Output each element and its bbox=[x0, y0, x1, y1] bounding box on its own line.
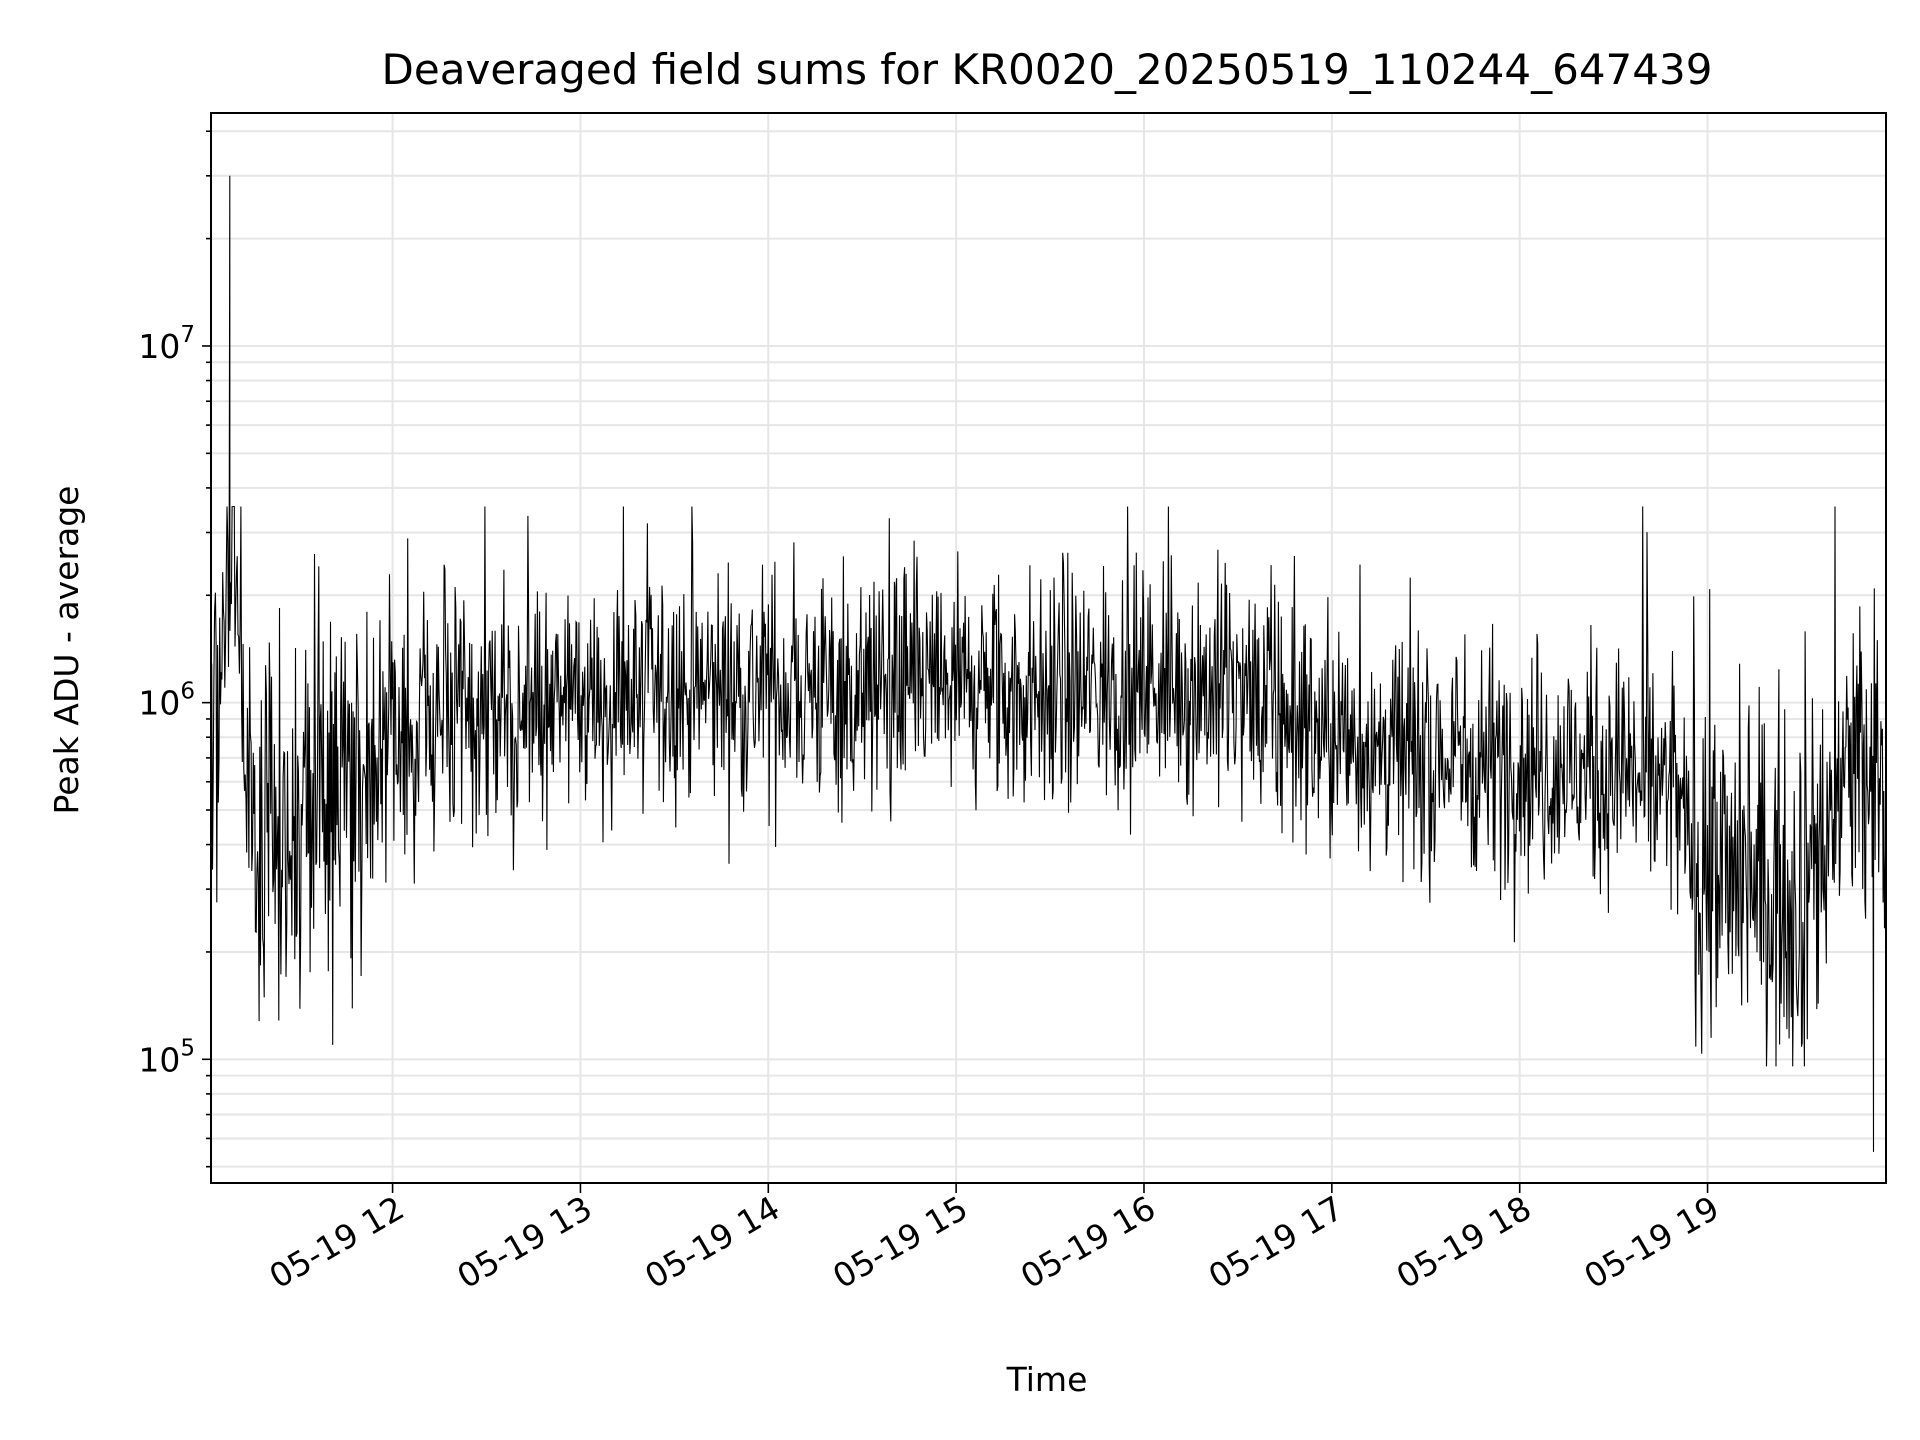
y-tick-label: 105 bbox=[138, 1035, 195, 1079]
y-axis: 105 106 107 bbox=[138, 130, 211, 1168]
y-tick-label: 107 bbox=[138, 322, 195, 366]
grid bbox=[211, 113, 1886, 1183]
x-tick-label: 05-19 12 bbox=[263, 1188, 411, 1296]
x-axis: 05-19 12 05-19 13 05-19 14 05-19 15 05-19 16… bbox=[263, 1183, 1726, 1296]
chart-title: Deaveraged field sums for KR0020_2025051… bbox=[382, 45, 1713, 94]
axes-frame bbox=[210, 112, 1887, 1184]
x-tick-label: 05-19 16 bbox=[1014, 1188, 1162, 1296]
x-tick-label: 05-19 15 bbox=[826, 1188, 974, 1296]
x-tick-label: 05-19 18 bbox=[1390, 1188, 1538, 1296]
y-tick-label: 106 bbox=[138, 679, 195, 723]
x-tick-label: 05-19 19 bbox=[1578, 1188, 1726, 1296]
x-tick-label: 05-19 14 bbox=[638, 1188, 786, 1296]
y-axis-label: Peak ADU - average bbox=[47, 486, 86, 815]
x-axis-label: Time bbox=[1006, 1360, 1088, 1399]
series-line bbox=[211, 175, 1886, 1152]
x-tick-label: 05-19 17 bbox=[1202, 1188, 1350, 1296]
x-tick-label: 05-19 13 bbox=[450, 1188, 598, 1296]
plot-area bbox=[211, 175, 1886, 1152]
